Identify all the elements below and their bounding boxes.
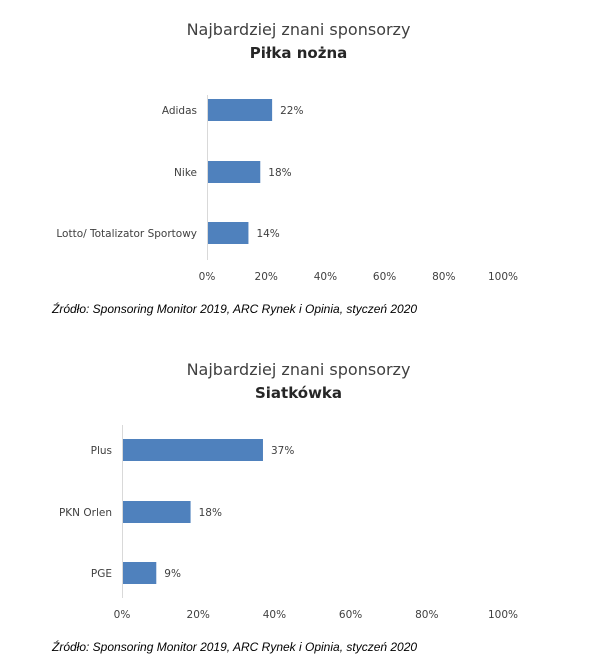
chart-title: Najbardziej znani sponsorzy: [186, 360, 411, 379]
chart-subtitle: Siatkówka: [254, 384, 343, 402]
data-label: 22%: [280, 105, 303, 117]
x-tick-label: 0%: [114, 609, 131, 621]
chart-panel-football: Najbardziej znani sponsorzy Piłka nożna …: [0, 0, 597, 330]
chart-subtitle: Piłka nożna: [249, 44, 348, 62]
x-tick-label: 60%: [373, 271, 396, 283]
category-label: PKN Orlen: [59, 507, 112, 519]
bar: [208, 222, 249, 244]
chart-panel-volleyball: Najbardziej znani sponsorzy Siatkówka Pl…: [0, 340, 597, 665]
chart-title: Najbardziej znani sponsorzy: [186, 20, 411, 39]
data-label: 14%: [256, 228, 279, 240]
category-label: PGE: [91, 568, 112, 580]
bar: [123, 501, 191, 523]
chart-source-note: Źródło: Sponsoring Monitor 2019, ARC Ryn…: [52, 302, 418, 316]
data-label: 18%: [199, 507, 222, 519]
x-tick-label: 40%: [263, 609, 286, 621]
data-label: 37%: [271, 445, 294, 457]
x-tick-label: 60%: [339, 609, 362, 621]
bar: [208, 161, 261, 183]
bar: [123, 562, 157, 584]
x-tick-label: 100%: [488, 609, 518, 621]
data-label: 9%: [164, 568, 181, 580]
x-tick-label: 80%: [415, 609, 438, 621]
data-label: 18%: [268, 167, 291, 179]
x-tick-label: 80%: [432, 271, 455, 283]
bar-chart-football: Adidas 22% Nike 18% Lotto/ Totalizator Sport…: [56, 95, 518, 283]
chart-source-note: Źródło: Sponsoring Monitor 2019, ARC Ryn…: [52, 640, 418, 654]
category-label: Plus: [91, 445, 112, 457]
bar: [123, 439, 263, 461]
category-label: Lotto/ Totalizator Sportowy: [56, 228, 197, 240]
x-tick-label: 40%: [314, 271, 337, 283]
x-tick-label: 20%: [255, 271, 278, 283]
bar: [208, 99, 273, 121]
x-tick-label: 20%: [187, 609, 210, 621]
category-label: Adidas: [162, 105, 197, 117]
bar-chart-volleyball: Plus 37% PKN Orlen 18% PGE 9% 0% 20% 40% 60% 80% 10…: [59, 425, 518, 621]
x-tick-label: 0%: [199, 271, 216, 283]
category-label: Nike: [174, 167, 197, 179]
x-tick-label: 100%: [488, 271, 518, 283]
